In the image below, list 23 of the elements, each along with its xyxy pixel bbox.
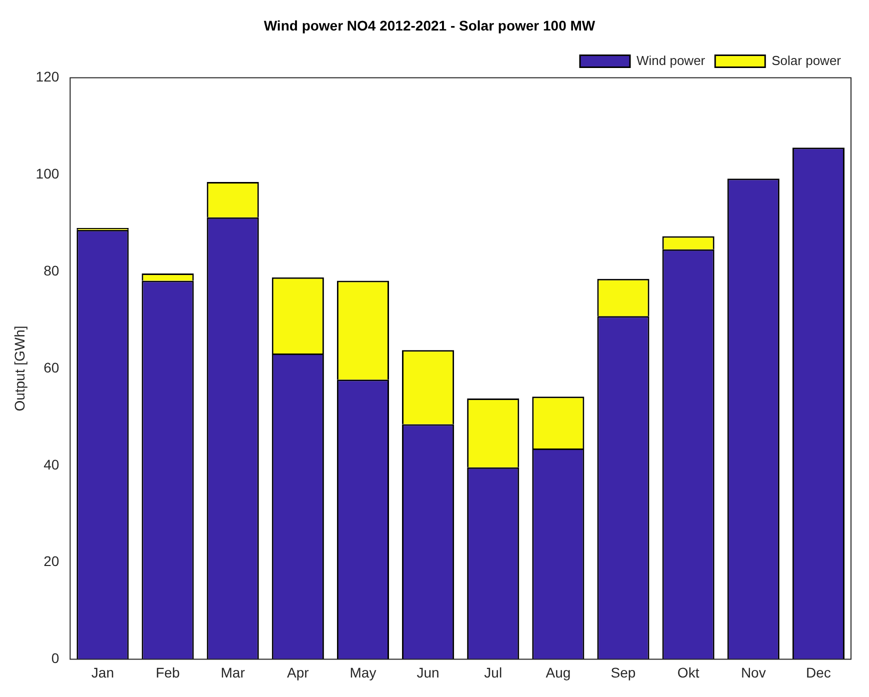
legend-label: Solar power — [772, 52, 842, 68]
y-tick-label: 100 — [36, 166, 60, 182]
chart-title: Wind power NO4 2012-2021 - Solar power 100 MW — [264, 17, 596, 34]
x-tick-label: Mar — [220, 664, 246, 680]
x-tick-label: Aug — [546, 664, 571, 680]
x-tick-label: Apr — [287, 664, 310, 680]
x-tick-label: Okt — [677, 664, 700, 680]
y-tick-label: 20 — [44, 553, 60, 570]
x-tick-label: Dec — [806, 664, 831, 680]
x-tick-label: May — [350, 664, 376, 680]
legend-label: Wind power — [636, 52, 706, 68]
x-tick-label: Sep — [610, 664, 636, 680]
y-tick-label: 120 — [36, 68, 60, 85]
y-tick-label: 40 — [44, 456, 60, 472]
x-tick-label: Jan — [91, 664, 114, 680]
y-tick-label: 80 — [44, 262, 60, 278]
x-tick-label: Jul — [484, 664, 502, 680]
x-tick-label: Nov — [740, 664, 766, 680]
y-tick-label: 0 — [51, 650, 60, 666]
y-tick-label: 60 — [44, 359, 60, 376]
y-axis-title: Output [GWh] — [11, 326, 28, 412]
x-tick-label: Feb — [156, 664, 180, 680]
x-tick-label: Jun — [416, 664, 440, 680]
